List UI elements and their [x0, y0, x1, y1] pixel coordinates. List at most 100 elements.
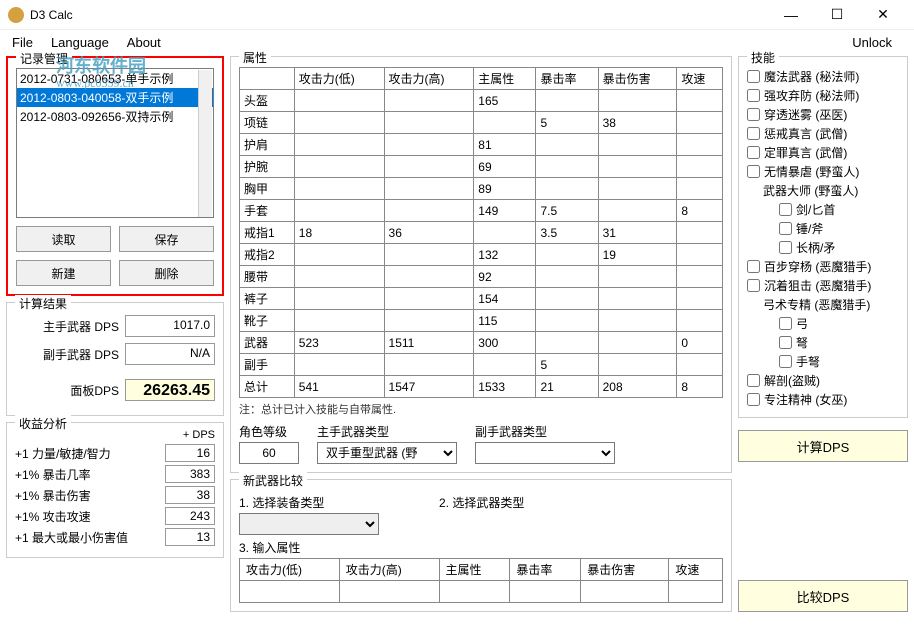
attr-cell[interactable]: 0	[677, 332, 723, 354]
load-button[interactable]: 读取	[16, 226, 111, 252]
cmp-cell[interactable]	[439, 581, 510, 603]
attr-cell[interactable]: 300	[474, 332, 536, 354]
attr-cell[interactable]	[384, 178, 474, 200]
attr-cell[interactable]	[294, 178, 384, 200]
sel-equip-select[interactable]	[239, 513, 379, 535]
attr-cell[interactable]	[384, 200, 474, 222]
attr-cell[interactable]	[474, 222, 536, 244]
attr-cell[interactable]	[536, 288, 598, 310]
menu-file[interactable]: File	[12, 35, 33, 50]
cmp-cell[interactable]	[339, 581, 439, 603]
attr-cell[interactable]	[536, 90, 598, 112]
attr-cell[interactable]	[677, 310, 723, 332]
attr-cell[interactable]	[384, 156, 474, 178]
attr-cell[interactable]	[384, 310, 474, 332]
cmp-cell[interactable]	[240, 581, 340, 603]
attr-cell[interactable]: 149	[474, 200, 536, 222]
skill-checkbox[interactable]	[747, 260, 760, 273]
attr-cell[interactable]: 1533	[474, 376, 536, 398]
attr-cell[interactable]	[384, 354, 474, 376]
attr-cell[interactable]	[294, 310, 384, 332]
attr-cell[interactable]: 89	[474, 178, 536, 200]
attr-cell[interactable]: 69	[474, 156, 536, 178]
attr-cell[interactable]: 7.5	[536, 200, 598, 222]
attr-cell[interactable]	[294, 200, 384, 222]
attr-cell[interactable]	[598, 354, 677, 376]
attr-cell[interactable]	[598, 90, 677, 112]
skill-checkbox[interactable]	[747, 374, 760, 387]
attr-cell[interactable]	[598, 156, 677, 178]
cmp-cell[interactable]	[510, 581, 581, 603]
save-button[interactable]: 保存	[119, 226, 214, 252]
cmp-cell[interactable]	[669, 581, 723, 603]
attr-cell[interactable]: 1547	[384, 376, 474, 398]
attr-cell[interactable]: 132	[474, 244, 536, 266]
attr-cell[interactable]	[294, 266, 384, 288]
new-button[interactable]: 新建	[16, 260, 111, 286]
skill-checkbox[interactable]	[779, 355, 792, 368]
skill-checkbox[interactable]	[747, 279, 760, 292]
attr-cell[interactable]	[677, 134, 723, 156]
attr-cell[interactable]	[677, 178, 723, 200]
skill-checkbox[interactable]	[747, 70, 760, 83]
attr-cell[interactable]	[536, 156, 598, 178]
attr-cell[interactable]: 115	[474, 310, 536, 332]
attr-cell[interactable]: 81	[474, 134, 536, 156]
attr-cell[interactable]	[598, 332, 677, 354]
attr-cell[interactable]	[677, 90, 723, 112]
skill-checkbox[interactable]	[779, 222, 792, 235]
attr-cell[interactable]	[598, 134, 677, 156]
skill-checkbox[interactable]	[779, 317, 792, 330]
attr-cell[interactable]	[474, 354, 536, 376]
cmp-cell[interactable]	[581, 581, 669, 603]
records-listbox[interactable]: 2012-0731-080653-单手示例2012-0803-040058-双手…	[16, 68, 214, 218]
attr-cell[interactable]	[384, 244, 474, 266]
scrollbar[interactable]	[198, 70, 212, 218]
attr-cell[interactable]: 19	[598, 244, 677, 266]
skill-checkbox[interactable]	[779, 241, 792, 254]
skill-checkbox[interactable]	[747, 165, 760, 178]
attr-cell[interactable]: 8	[677, 200, 723, 222]
compare-dps-button[interactable]: 比较DPS	[738, 580, 908, 612]
skill-checkbox[interactable]	[747, 89, 760, 102]
attr-cell[interactable]	[384, 112, 474, 134]
attr-cell[interactable]	[294, 134, 384, 156]
skill-checkbox[interactable]	[747, 393, 760, 406]
skill-checkbox[interactable]	[747, 108, 760, 121]
attr-cell[interactable]	[536, 332, 598, 354]
attr-cell[interactable]	[294, 90, 384, 112]
attr-cell[interactable]	[294, 112, 384, 134]
attr-cell[interactable]	[677, 244, 723, 266]
minimize-button[interactable]: —	[768, 7, 814, 23]
attr-cell[interactable]	[598, 288, 677, 310]
attr-cell[interactable]	[474, 112, 536, 134]
calc-dps-button[interactable]: 计算DPS	[738, 430, 908, 462]
attr-cell[interactable]	[677, 156, 723, 178]
attr-cell[interactable]: 541	[294, 376, 384, 398]
maximize-button[interactable]: ☐	[814, 6, 860, 23]
skill-checkbox[interactable]	[747, 127, 760, 140]
menu-about[interactable]: About	[127, 35, 161, 50]
attr-cell[interactable]	[677, 222, 723, 244]
attr-cell[interactable]: 38	[598, 112, 677, 134]
attr-cell[interactable]	[294, 244, 384, 266]
attr-cell[interactable]: 3.5	[536, 222, 598, 244]
attr-cell[interactable]: 208	[598, 376, 677, 398]
attr-cell[interactable]: 165	[474, 90, 536, 112]
unlock-link[interactable]: Unlock	[852, 35, 902, 50]
attr-cell[interactable]: 523	[294, 332, 384, 354]
attr-cell[interactable]	[294, 354, 384, 376]
attr-cell[interactable]	[536, 244, 598, 266]
attr-cell[interactable]	[294, 288, 384, 310]
attr-cell[interactable]: 92	[474, 266, 536, 288]
attr-cell[interactable]: 21	[536, 376, 598, 398]
menu-language[interactable]: Language	[51, 35, 109, 50]
attr-cell[interactable]	[536, 310, 598, 332]
close-button[interactable]: ✕	[860, 6, 906, 23]
list-item[interactable]: 2012-0803-092656-双持示例	[17, 107, 213, 126]
attr-cell[interactable]	[598, 200, 677, 222]
attr-cell[interactable]	[384, 288, 474, 310]
list-item[interactable]: 2012-0803-040058-双手示例	[17, 88, 213, 107]
offweap-type-select[interactable]	[475, 442, 615, 464]
attr-cell[interactable]	[536, 266, 598, 288]
